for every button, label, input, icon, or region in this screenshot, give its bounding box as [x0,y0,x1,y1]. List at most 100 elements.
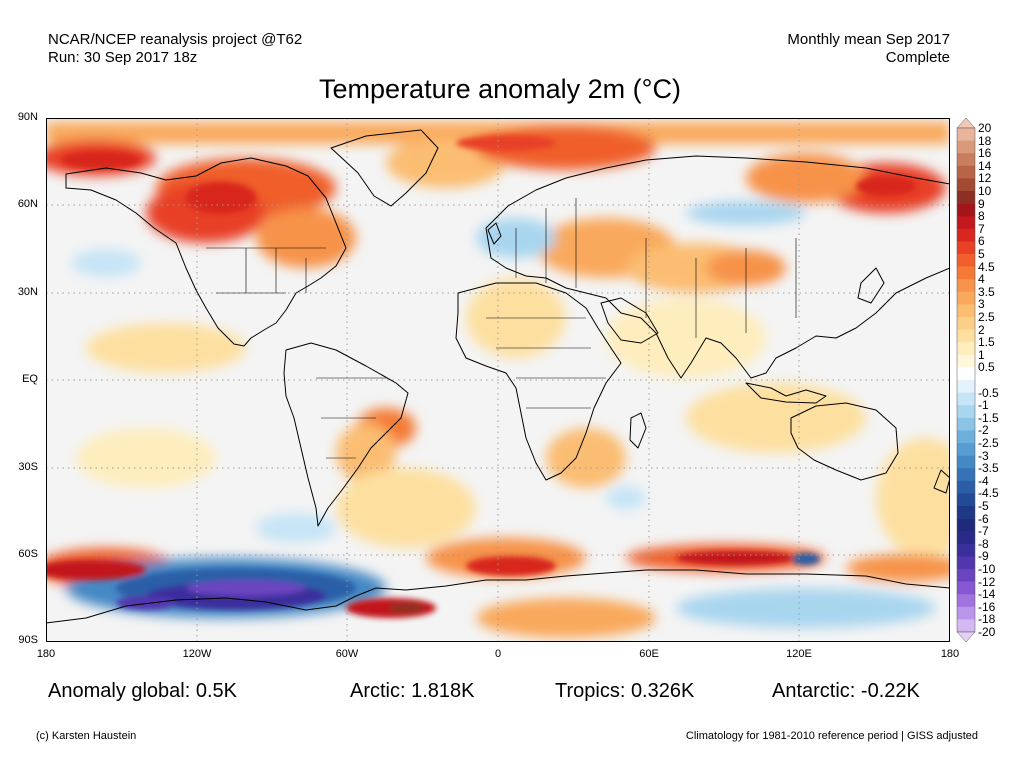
colorbar-tick-label: -3.5 [978,461,999,476]
colorbar-tick-label: 14 [978,158,992,173]
coast-new-zealand [933,469,950,494]
coast-africa [455,282,622,481]
colorbar-tick-label: 4 [978,272,985,287]
header-period: Monthly mean Sep 2017 [787,31,950,48]
colorbar-min-arrow [956,631,976,642]
stat-antarctic: Antarctic: -0.22K [772,680,920,702]
colorbar-segment [957,354,975,368]
colorbar-tick-label: -1 [978,398,989,413]
colorbar-tick-label: 0.5 [978,360,995,375]
lat-label-60s: 60S [18,548,38,560]
colorbar-segment [957,342,975,356]
colorbar-tick-label: -0.5 [978,385,999,400]
colorbar-tick-label: 10 [978,184,992,198]
colorbar-tick-label: -12 [978,574,996,589]
colorbar-segment [957,569,975,582]
colorbar-segment [957,216,975,230]
colorbar-tick-label: -14 [978,587,996,602]
colorbar-tick-label: 5 [978,247,985,261]
colorbar-tick-label: -3 [978,448,989,463]
colorbar-segment [957,405,975,419]
colorbar-tick-label: -2 [978,423,989,438]
colorbar-segment [957,455,975,469]
colorbar-segment [957,329,975,343]
map-title: Temperature anomaly 2m (°C) [319,74,681,104]
lat-label-90s: 90S [18,634,38,646]
colorbar-segment [957,304,975,318]
coast-uk [487,222,502,245]
lat-label-90n: 90N [17,111,38,123]
colorbar-tick-label: 9 [978,196,985,211]
coast-greenland [330,129,439,207]
colorbar-tick-label: 20 [978,121,992,135]
footer-climatology: Climatology for 1981-2010 reference peri… [685,730,978,742]
header-status: Complete [885,49,950,66]
colorbar-segment [957,543,975,557]
colorbar-tick-label: -10 [978,562,996,576]
colorbar-segment [957,556,975,570]
colorbar-segment [957,581,975,595]
colorbar [956,118,976,642]
colorbar-segment [957,594,975,608]
colorbar-segment [957,392,975,406]
colorbar-segment [957,254,975,267]
colorbar-tick-label: 2.5 [978,310,995,324]
colorbar-segment [957,203,975,217]
coast-antarctica [46,569,950,624]
temperature-anomaly-map [46,118,950,642]
colorbar-segment [957,619,975,633]
colorbar-tick-label: 3 [978,297,985,312]
coastlines [46,129,950,624]
colorbar-tick-label: 7 [978,221,985,236]
colorbar-segment [957,380,975,393]
colorbar-segment [957,443,975,456]
stat-arctic: Arctic: 1.818K [350,680,475,702]
country-borders [206,198,797,459]
colorbar-segment [957,430,975,444]
colorbar-tick-label: 8 [978,209,985,224]
coast-japan [857,267,885,304]
colorbar-segment [957,468,975,482]
colorbar-tick-label: 2 [978,322,985,337]
stat-tropics: Tropics: 0.326K [555,680,695,702]
colorbar-tick-label: -4.5 [978,486,999,501]
colorbar-segment [957,178,975,192]
coast-south-america [283,342,409,527]
colorbar-max-arrow [956,118,976,129]
colorbar-segment [957,506,975,519]
colorbar-segment [957,165,975,179]
header-source: NCAR/NCEP reanalysis project @T62 [48,31,303,48]
colorbar-tick-label: -7 [978,524,989,539]
lat-label-60n: 60N [17,198,38,210]
lon-label-120e: 120E [786,648,812,660]
colorbar-segment [957,606,975,620]
colorbar-tick-label: -5 [978,499,989,513]
colorbar-segment [957,241,975,255]
colorbar-segment [957,480,975,494]
colorbar-tick-label: -4 [978,473,989,488]
lat-label-eq: EQ [22,373,38,385]
colorbar-segment [957,128,975,141]
colorbar-tick-label: 16 [978,146,992,161]
lat-label-30n: 30N [17,286,38,298]
colorbar-segment [957,493,975,507]
graticule [46,118,950,642]
coast-north-america [65,157,347,347]
colorbar-segment [957,228,975,242]
lon-label-60e: 60E [639,648,659,660]
map-frame [46,118,950,642]
colorbar-segment [957,367,975,381]
colorbar-segment [957,191,975,204]
stat-global: Anomaly global: 0.5K [48,680,238,702]
colorbar-tick-label: -2.5 [978,436,999,450]
colorbar-segment [957,266,975,280]
colorbar-tick-label: -9 [978,549,989,564]
colorbar-tick-label: 4.5 [978,259,995,274]
colorbar-segment [957,317,975,330]
coast-eurasia [485,155,950,379]
colorbar-segment [957,417,975,431]
colorbar-tick-label: -18 [978,612,996,627]
coast-indonesia [745,382,827,404]
colorbar-segment [957,140,975,154]
header-run: Run: 30 Sep 2017 18z [48,49,198,66]
